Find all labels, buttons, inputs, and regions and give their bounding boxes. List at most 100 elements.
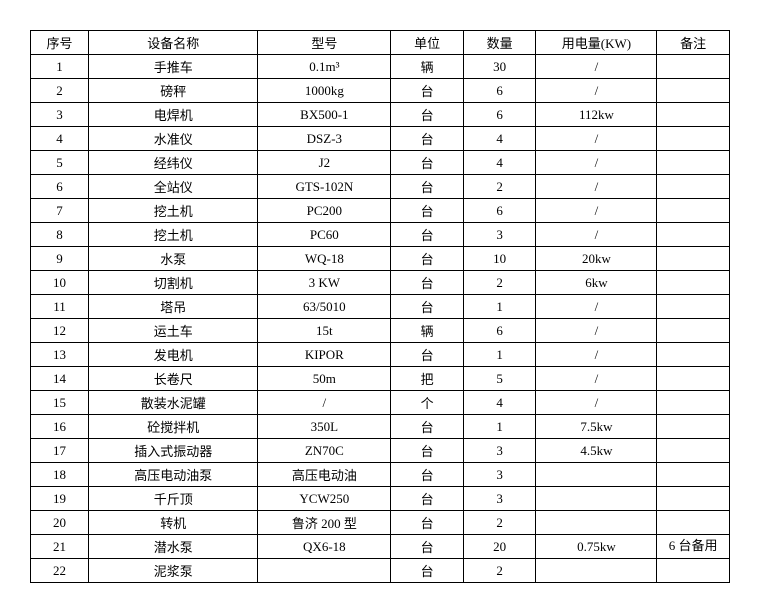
table-cell: / — [536, 367, 657, 391]
table-cell: 6 — [463, 103, 536, 127]
table-cell: 3 — [463, 223, 536, 247]
table-cell: ZN70C — [258, 439, 391, 463]
table-cell: 台 — [391, 247, 464, 271]
table-cell: 11 — [31, 295, 89, 319]
table-row: 13发电机KIPOR台1/ — [31, 343, 730, 367]
table-cell: DSZ-3 — [258, 127, 391, 151]
table-row: 11塔吊63/5010台1/ — [31, 295, 730, 319]
table-cell: 高压电动油 — [258, 463, 391, 487]
table-cell: 台 — [391, 223, 464, 247]
table-cell — [657, 79, 730, 103]
table-cell: 个 — [391, 391, 464, 415]
table-cell: 台 — [391, 295, 464, 319]
table-cell: / — [536, 343, 657, 367]
table-cell — [657, 223, 730, 247]
table-cell: / — [536, 223, 657, 247]
table-cell — [536, 487, 657, 511]
table-cell: YCW250 — [258, 487, 391, 511]
table-cell: 6 — [463, 319, 536, 343]
table-cell: 17 — [31, 439, 89, 463]
table-cell: 1 — [463, 295, 536, 319]
table-row: 2磅秤1000kg台6/ — [31, 79, 730, 103]
table-cell: 台 — [391, 463, 464, 487]
table-cell: 6 — [31, 175, 89, 199]
table-row: 12运土车15t辆6/ — [31, 319, 730, 343]
table-cell — [657, 151, 730, 175]
table-cell: 14 — [31, 367, 89, 391]
table-cell — [657, 199, 730, 223]
table-cell — [657, 103, 730, 127]
table-cell: 22 — [31, 559, 89, 583]
table-cell: 辆 — [391, 55, 464, 79]
table-cell — [657, 439, 730, 463]
table-cell: / — [536, 199, 657, 223]
table-cell: / — [536, 319, 657, 343]
table-cell — [536, 559, 657, 583]
table-cell: 20 — [463, 535, 536, 559]
table-row: 5经纬仪J2台4/ — [31, 151, 730, 175]
table-row: 8挖土机PC60台3/ — [31, 223, 730, 247]
table-cell — [657, 463, 730, 487]
table-cell — [657, 55, 730, 79]
table-row: 10切割机3 KW台26kw — [31, 271, 730, 295]
table-cell: 塔吊 — [89, 295, 258, 319]
table-cell: 千斤顶 — [89, 487, 258, 511]
table-cell: 21 — [31, 535, 89, 559]
table-cell: 3 — [463, 487, 536, 511]
table-cell: 散装水泥罐 — [89, 391, 258, 415]
table-cell: 50m — [258, 367, 391, 391]
table-cell: 发电机 — [89, 343, 258, 367]
table-cell: 7.5kw — [536, 415, 657, 439]
table-cell: 19 — [31, 487, 89, 511]
table-cell — [657, 295, 730, 319]
table-cell — [536, 511, 657, 535]
table-cell: 1 — [31, 55, 89, 79]
table-cell: 砼搅拌机 — [89, 415, 258, 439]
table-cell: 5 — [463, 367, 536, 391]
table-header-row: 序号 设备名称 型号 单位 数量 用电量(KW) 备注 — [31, 31, 730, 55]
table-cell: PC200 — [258, 199, 391, 223]
col-header-seq: 序号 — [31, 31, 89, 55]
table-cell: 潜水泵 — [89, 535, 258, 559]
table-cell — [657, 319, 730, 343]
table-cell: 9 — [31, 247, 89, 271]
table-cell: 台 — [391, 199, 464, 223]
table-cell: 切割机 — [89, 271, 258, 295]
table-cell — [657, 511, 730, 535]
table-cell: 磅秤 — [89, 79, 258, 103]
table-cell: / — [536, 175, 657, 199]
table-cell: 1 — [463, 343, 536, 367]
table-cell: 8 — [31, 223, 89, 247]
table-cell: 6 — [463, 79, 536, 103]
table-cell: 3 — [31, 103, 89, 127]
table-row: 3电焊机BX500-1台6112kw — [31, 103, 730, 127]
table-cell: 台 — [391, 103, 464, 127]
table-cell: 16 — [31, 415, 89, 439]
table-cell: 1 — [463, 415, 536, 439]
table-cell: 台 — [391, 343, 464, 367]
table-cell: 挖土机 — [89, 199, 258, 223]
table-cell — [657, 391, 730, 415]
table-cell: 15 — [31, 391, 89, 415]
table-cell: KIPOR — [258, 343, 391, 367]
col-header-model: 型号 — [258, 31, 391, 55]
table-cell: 台 — [391, 487, 464, 511]
table-cell: 水准仪 — [89, 127, 258, 151]
table-cell — [536, 463, 657, 487]
col-header-unit: 单位 — [391, 31, 464, 55]
table-row: 9水泵WQ-18台1020kw — [31, 247, 730, 271]
table-cell: 电焊机 — [89, 103, 258, 127]
table-cell: 台 — [391, 271, 464, 295]
table-cell: 泥浆泵 — [89, 559, 258, 583]
table-cell: 6 — [463, 199, 536, 223]
table-row: 18高压电动油泵高压电动油台3 — [31, 463, 730, 487]
table-cell — [657, 127, 730, 151]
table-cell: 7 — [31, 199, 89, 223]
table-cell: 台 — [391, 415, 464, 439]
table-cell: 运土车 — [89, 319, 258, 343]
table-cell: 4 — [31, 127, 89, 151]
table-cell: 插入式振动器 — [89, 439, 258, 463]
col-header-name: 设备名称 — [89, 31, 258, 55]
table-cell: 10 — [31, 271, 89, 295]
table-cell: 10 — [463, 247, 536, 271]
